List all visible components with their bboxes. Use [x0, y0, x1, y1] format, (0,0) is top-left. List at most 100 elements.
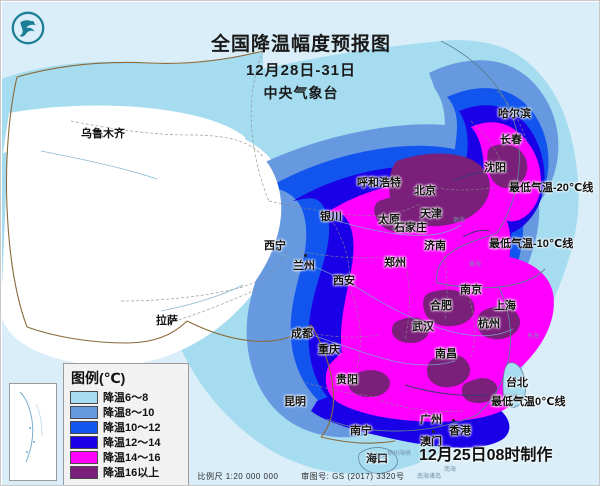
title-organization: 中央气象台 [263, 85, 339, 101]
sea-label: 渤海 [453, 218, 466, 224]
sea-label: 东海 [527, 334, 540, 340]
city-label: 重庆 [318, 344, 340, 356]
hainan-island [358, 447, 398, 474]
city-label: 南京 [460, 284, 482, 296]
city-marker-dot [304, 254, 307, 257]
city-label: 西安 [333, 275, 355, 287]
city-marker-dot [303, 328, 306, 331]
map-scale: 比例尺 1:20 000 000 [197, 472, 279, 481]
city-marker-dot [296, 396, 299, 399]
legend-label: 降温6～8 [103, 392, 149, 404]
rivers [40, 150, 514, 366]
city-label: 拉萨 [156, 315, 178, 327]
city-marker-dot [424, 321, 427, 324]
isotherm-minus20 [452, 170, 510, 182]
city-label: 石家庄 [394, 222, 427, 234]
city-label: 银川 [320, 211, 342, 223]
band-16-plus-guizhou [347, 370, 390, 397]
isotherm-label: 最低气温-20℃线 [509, 182, 594, 194]
city-marker-dot [447, 348, 450, 351]
national-border [5, 50, 396, 444]
sea-label: 南海 [444, 467, 457, 473]
city-label: 济南 [424, 240, 446, 252]
isotherm-lines [404, 170, 510, 396]
legend-label: 降温16以上 [103, 467, 160, 479]
city-marker-dot [432, 414, 435, 417]
legend-swatch [70, 465, 98, 479]
legend-item: 降温8～10 [70, 405, 183, 419]
band-16-plus-wuhan [391, 317, 430, 343]
legend-label: 降温12～14 [103, 437, 161, 449]
band-6-8-xinjiang [2, 51, 263, 121]
legend-label: 降温8～10 [103, 407, 155, 419]
legend-item: 降温16以上 [70, 465, 183, 479]
legend-item: 降温6～8 [70, 390, 183, 404]
city-marker-dot [332, 218, 335, 221]
city-label: 南宁 [350, 425, 372, 437]
legend-label: 降温10～12 [103, 422, 161, 434]
legend-label: 降温14～16 [103, 452, 161, 464]
city-marker-dot [390, 214, 393, 217]
city-label: 上海 [494, 300, 516, 312]
city-label: 哈尔滨 [498, 108, 531, 120]
map-footer: 比例尺 1:20 000 000 审图号: GS (2017) 3320号 [1, 471, 599, 482]
band-16-plus-fujian [461, 378, 498, 403]
city-marker-dot [330, 344, 333, 347]
city-marker-dot [276, 247, 279, 250]
isotherm-zero [404, 384, 490, 396]
city-label: 兰州 [293, 260, 315, 272]
legend-swatch [70, 435, 98, 449]
south-china-sea-inset [9, 383, 57, 481]
city-label: 北京 [414, 185, 436, 197]
city-marker-dot [497, 162, 500, 165]
isotherm-label: 最低气温0℃线 [491, 396, 566, 408]
city-marker-dot [348, 374, 351, 377]
band-16-plus-ne [487, 144, 528, 189]
sea-label: 南海诸岛 [417, 474, 442, 480]
legend-swatch [70, 420, 98, 434]
band-16-plus-hefei [423, 289, 475, 327]
city-marker-dot [378, 453, 381, 456]
city-label: 郑州 [384, 257, 406, 269]
legend-swatch [70, 390, 98, 404]
city-label: 昆明 [284, 396, 306, 408]
city-label: 沈阳 [484, 162, 506, 174]
legend-swatch [70, 450, 98, 464]
city-marker-dot [505, 300, 508, 303]
taiwan-island [502, 362, 526, 408]
band-16-plus-nanchang [427, 354, 471, 388]
city-label: 杭州 [478, 318, 500, 330]
city-marker-dot [432, 430, 435, 433]
city-label: 台北 [506, 377, 528, 389]
city-marker-dot [442, 300, 445, 303]
city-label: 太原 [378, 214, 400, 226]
city-marker-dot [436, 240, 439, 243]
title-date-range: 12月28日-31日 [245, 62, 357, 79]
city-label: 香港 [449, 425, 471, 437]
isotherm-label: 最低气温-10℃线 [489, 238, 574, 250]
city-marker-dot [167, 322, 170, 325]
city-label: 合肥 [430, 300, 452, 312]
city-label: 武汉 [412, 321, 434, 333]
xinjiang-white [3, 105, 245, 153]
city-label: 澳门 [420, 436, 442, 448]
band-16-plus-taiyuan [374, 196, 424, 233]
city-marker-dot [345, 275, 348, 278]
province-boundaries [70, 50, 528, 412]
city-marker-dot [100, 135, 103, 138]
legend-item: 降温12～14 [70, 435, 183, 449]
page-title: 全国降温幅度预报图 [210, 34, 391, 55]
city-label: 西宁 [264, 240, 286, 252]
legend-item: 降温14～16 [70, 450, 183, 464]
city-label: 贵阳 [336, 374, 358, 386]
city-marker-dot [472, 291, 475, 294]
legend-title: 图例(℃) [71, 370, 126, 386]
sea-label: 黄海 [469, 262, 482, 268]
city-marker-dot [396, 264, 399, 267]
city-label: 广州 [420, 414, 442, 426]
city-label: 乌鲁木齐 [81, 128, 125, 140]
legend-swatch [70, 405, 98, 419]
legend-box: 图例(℃) 降温6～8 降温8～10 降温10～12 降温12～14 降温14～16 降温… [63, 363, 189, 485]
